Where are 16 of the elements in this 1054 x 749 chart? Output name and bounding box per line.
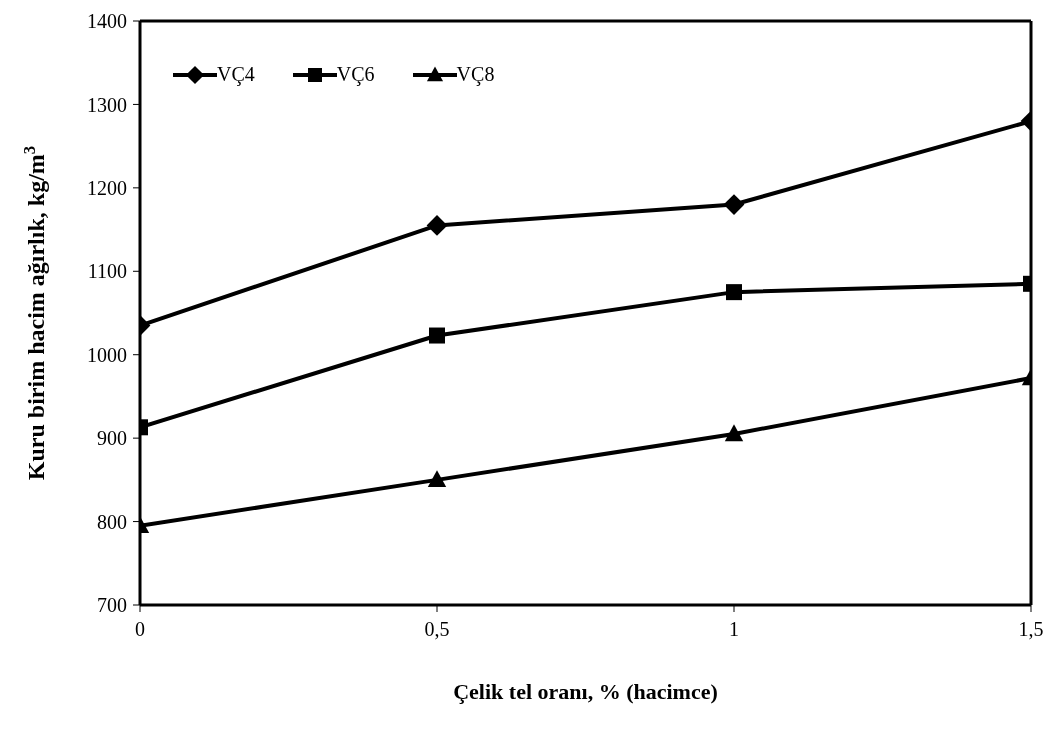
y-tick-label: 1400 (87, 10, 127, 33)
x-tick-label: 1,5 (1018, 618, 1044, 641)
y-tick-label: 1200 (87, 176, 127, 199)
x-tick-label: 0,5 (424, 618, 450, 641)
y-tick-label: 800 (97, 510, 127, 533)
legend-label: VÇ6 (336, 63, 375, 86)
legend-label: VÇ8 (456, 63, 495, 86)
legend-label: VÇ4 (217, 63, 255, 86)
y-tick-label: 700 (97, 594, 127, 617)
x-tick-label: 1 (729, 618, 739, 641)
x-axis-title: Çelik tel oranı, % (hacimce) (453, 679, 718, 704)
x-tick-label: 0 (135, 618, 145, 641)
y-tick-label: 1300 (87, 93, 127, 116)
y-tick-label: 1100 (87, 260, 127, 283)
y-tick-label: 900 (97, 427, 127, 450)
y-tick-label: 1000 (87, 343, 127, 366)
